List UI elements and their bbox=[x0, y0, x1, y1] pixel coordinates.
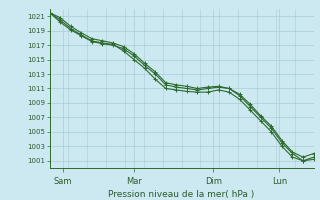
X-axis label: Pression niveau de la mer( hPa ): Pression niveau de la mer( hPa ) bbox=[108, 190, 255, 199]
